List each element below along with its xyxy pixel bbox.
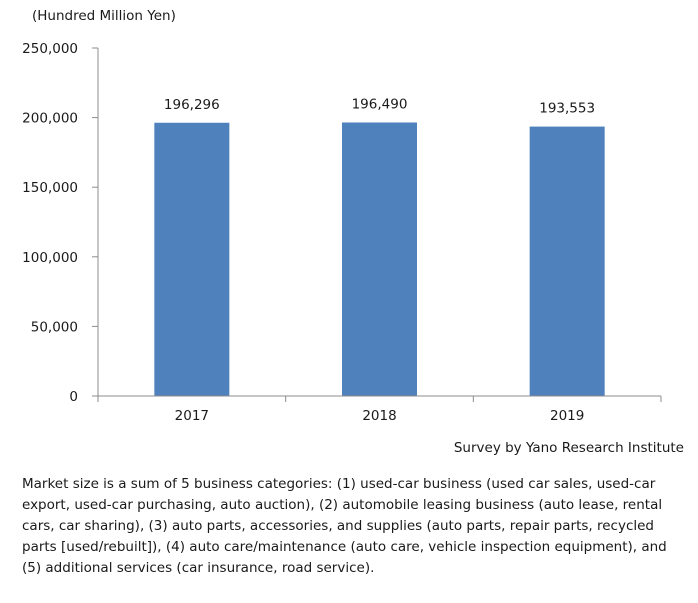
y-tick-label: 50,000 — [31, 319, 78, 335]
source-credit: Survey by Yano Research Institute — [453, 440, 684, 456]
bar-2018 — [342, 122, 417, 396]
bar-data-labels: 196,296 196,490 193,553 — [164, 96, 595, 116]
y-tick-label: 0 — [69, 389, 78, 405]
bars — [154, 122, 605, 397]
bar-2019 — [529, 126, 605, 397]
x-axis-ticks: 2017 2018 2019 — [97, 396, 662, 424]
data-label-2018: 196,490 — [352, 96, 408, 112]
chart-footnote: Market size is a sum of 5 business categ… — [22, 476, 667, 576]
x-tick-label: 2019 — [550, 408, 584, 424]
bar-2017 — [154, 122, 230, 396]
y-tick-label: 100,000 — [22, 250, 78, 266]
x-tick-label: 2017 — [175, 408, 209, 424]
bar-chart: (Hundred Million Yen) 0 50,000 100,000 150,… — [22, 8, 662, 424]
data-label-2017: 196,296 — [164, 97, 220, 113]
x-tick-label: 2018 — [362, 408, 396, 424]
y-tick-label: 200,000 — [22, 111, 78, 127]
y-axis-ticks: 0 50,000 100,000 150,000 200,000 250,000 — [22, 41, 98, 405]
y-tick-label: 250,000 — [22, 41, 78, 57]
data-label-2019: 193,553 — [539, 101, 595, 117]
y-tick-label: 150,000 — [22, 180, 78, 196]
y-axis-unit-label: (Hundred Million Yen) — [32, 8, 176, 24]
